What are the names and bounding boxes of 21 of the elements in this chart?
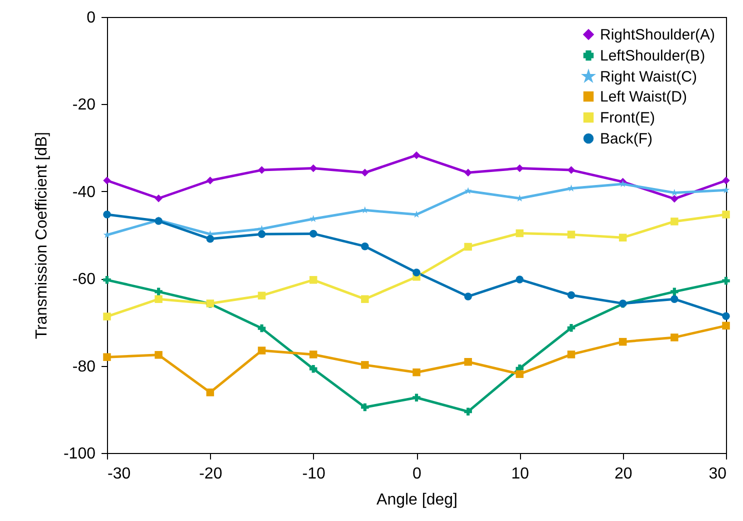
y-tick-label: -60 <box>72 271 96 288</box>
x-tick-label: 10 <box>511 466 530 482</box>
legend-label: LeftShoulder(B) <box>600 48 706 64</box>
y-tick-label: -40 <box>72 184 96 201</box>
x-tick-label: 20 <box>614 466 632 482</box>
x-tick-label: 0 <box>412 466 422 482</box>
y-tick-label: -20 <box>72 96 96 114</box>
y-axis-title: Transmission Coefficient [dB] <box>33 132 50 340</box>
y-tick-label: 0 <box>86 10 96 26</box>
y-tick-label: -100 <box>63 446 96 462</box>
x-tick-label: -20 <box>199 466 222 482</box>
x-axis-title: Angle [deg] <box>376 492 458 508</box>
y-tick-label: -80 <box>72 358 96 376</box>
legend-label: Left Waist(D) <box>600 88 687 106</box>
legend-label: Back(F) <box>600 130 653 148</box>
legend-label: Right Waist(C) <box>600 68 697 86</box>
legend-label: RightShoulder(A) <box>600 26 716 44</box>
legend-label: Front(E) <box>600 110 656 126</box>
x-tick-label: -10 <box>302 466 326 482</box>
x-tick-label: 30 <box>708 466 727 482</box>
x-tick-label: -30 <box>108 466 131 482</box>
